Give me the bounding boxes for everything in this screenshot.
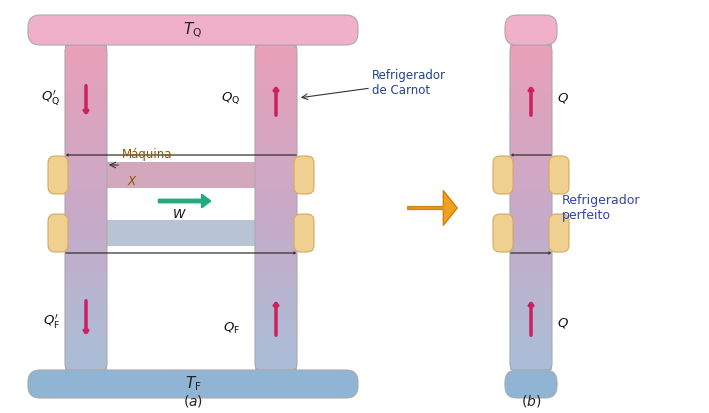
- Bar: [510, 304, 552, 321]
- FancyBboxPatch shape: [294, 156, 314, 194]
- Bar: [255, 109, 297, 126]
- Bar: [255, 174, 297, 191]
- Text: Máquina: Máquina: [122, 148, 172, 161]
- Bar: [510, 206, 552, 224]
- Bar: [510, 353, 552, 370]
- Text: $Q^\prime_\mathrm{Q}$: $Q^\prime_\mathrm{Q}$: [41, 89, 60, 107]
- Bar: [65, 125, 107, 142]
- FancyBboxPatch shape: [493, 156, 513, 194]
- FancyBboxPatch shape: [48, 156, 68, 194]
- Bar: [510, 109, 552, 126]
- Bar: [65, 60, 107, 78]
- Bar: [65, 320, 107, 337]
- Bar: [65, 206, 107, 224]
- FancyBboxPatch shape: [493, 214, 513, 252]
- Text: $T_\mathrm{Q}$: $T_\mathrm{Q}$: [184, 20, 203, 40]
- Text: $Q_\mathrm{Q}$: $Q_\mathrm{Q}$: [220, 90, 240, 106]
- Bar: [510, 76, 552, 94]
- Bar: [65, 271, 107, 289]
- FancyBboxPatch shape: [294, 214, 314, 252]
- Bar: [65, 223, 107, 240]
- Text: $Q^\prime_\mathrm{F}$: $Q^\prime_\mathrm{F}$: [43, 312, 60, 330]
- Bar: [510, 190, 552, 207]
- Bar: [510, 288, 552, 305]
- Bar: [255, 44, 297, 61]
- Bar: [65, 154, 107, 262]
- Bar: [107, 220, 255, 246]
- Bar: [510, 45, 552, 154]
- Bar: [65, 255, 107, 273]
- Text: $(b)$: $(b)$: [521, 393, 541, 409]
- Bar: [255, 271, 297, 289]
- Text: $X$: $X$: [127, 175, 138, 188]
- Bar: [255, 154, 297, 262]
- Bar: [510, 125, 552, 142]
- Bar: [510, 255, 552, 273]
- Text: $T_\mathrm{F}$: $T_\mathrm{F}$: [184, 375, 201, 393]
- Bar: [65, 337, 107, 354]
- Bar: [510, 262, 552, 370]
- Bar: [510, 154, 552, 262]
- Bar: [65, 262, 107, 370]
- Bar: [510, 142, 552, 159]
- Bar: [255, 76, 297, 94]
- Bar: [65, 45, 107, 154]
- Bar: [255, 93, 297, 110]
- Bar: [255, 125, 297, 142]
- Bar: [510, 93, 552, 110]
- Bar: [510, 337, 552, 354]
- Bar: [65, 142, 107, 159]
- Bar: [255, 353, 297, 370]
- Bar: [255, 239, 297, 256]
- Bar: [65, 190, 107, 207]
- Bar: [510, 223, 552, 240]
- Text: $Q$: $Q$: [557, 316, 569, 330]
- FancyBboxPatch shape: [28, 370, 358, 398]
- Bar: [255, 45, 297, 154]
- Bar: [510, 271, 552, 289]
- Bar: [255, 60, 297, 78]
- Text: Refrigerador
perfeito: Refrigerador perfeito: [562, 194, 640, 222]
- Bar: [65, 288, 107, 305]
- FancyBboxPatch shape: [505, 370, 557, 398]
- Bar: [255, 142, 297, 159]
- Bar: [255, 262, 297, 370]
- Bar: [510, 320, 552, 337]
- Text: $Q$: $Q$: [557, 91, 569, 105]
- Bar: [255, 255, 297, 273]
- Bar: [255, 320, 297, 337]
- Bar: [510, 60, 552, 78]
- Bar: [255, 223, 297, 240]
- Bar: [255, 288, 297, 305]
- Bar: [255, 337, 297, 354]
- Text: $(a)$: $(a)$: [183, 393, 203, 409]
- FancyBboxPatch shape: [48, 214, 68, 252]
- Bar: [65, 44, 107, 61]
- Bar: [255, 206, 297, 224]
- FancyBboxPatch shape: [549, 214, 569, 252]
- Bar: [510, 174, 552, 191]
- FancyBboxPatch shape: [549, 156, 569, 194]
- Bar: [510, 239, 552, 256]
- Text: Refrigerador
de Carnot: Refrigerador de Carnot: [372, 69, 446, 97]
- Bar: [65, 76, 107, 94]
- Bar: [107, 162, 255, 188]
- Bar: [65, 174, 107, 191]
- Bar: [255, 304, 297, 321]
- Bar: [255, 158, 297, 175]
- FancyBboxPatch shape: [28, 15, 358, 45]
- Bar: [65, 353, 107, 370]
- Bar: [510, 44, 552, 61]
- FancyBboxPatch shape: [505, 15, 557, 45]
- Bar: [65, 93, 107, 110]
- Bar: [65, 109, 107, 126]
- Bar: [65, 158, 107, 175]
- Text: $W$: $W$: [172, 207, 186, 221]
- Bar: [65, 239, 107, 256]
- Bar: [65, 304, 107, 321]
- Bar: [510, 158, 552, 175]
- Text: $Q_\mathrm{F}$: $Q_\mathrm{F}$: [223, 320, 240, 335]
- Bar: [255, 190, 297, 207]
